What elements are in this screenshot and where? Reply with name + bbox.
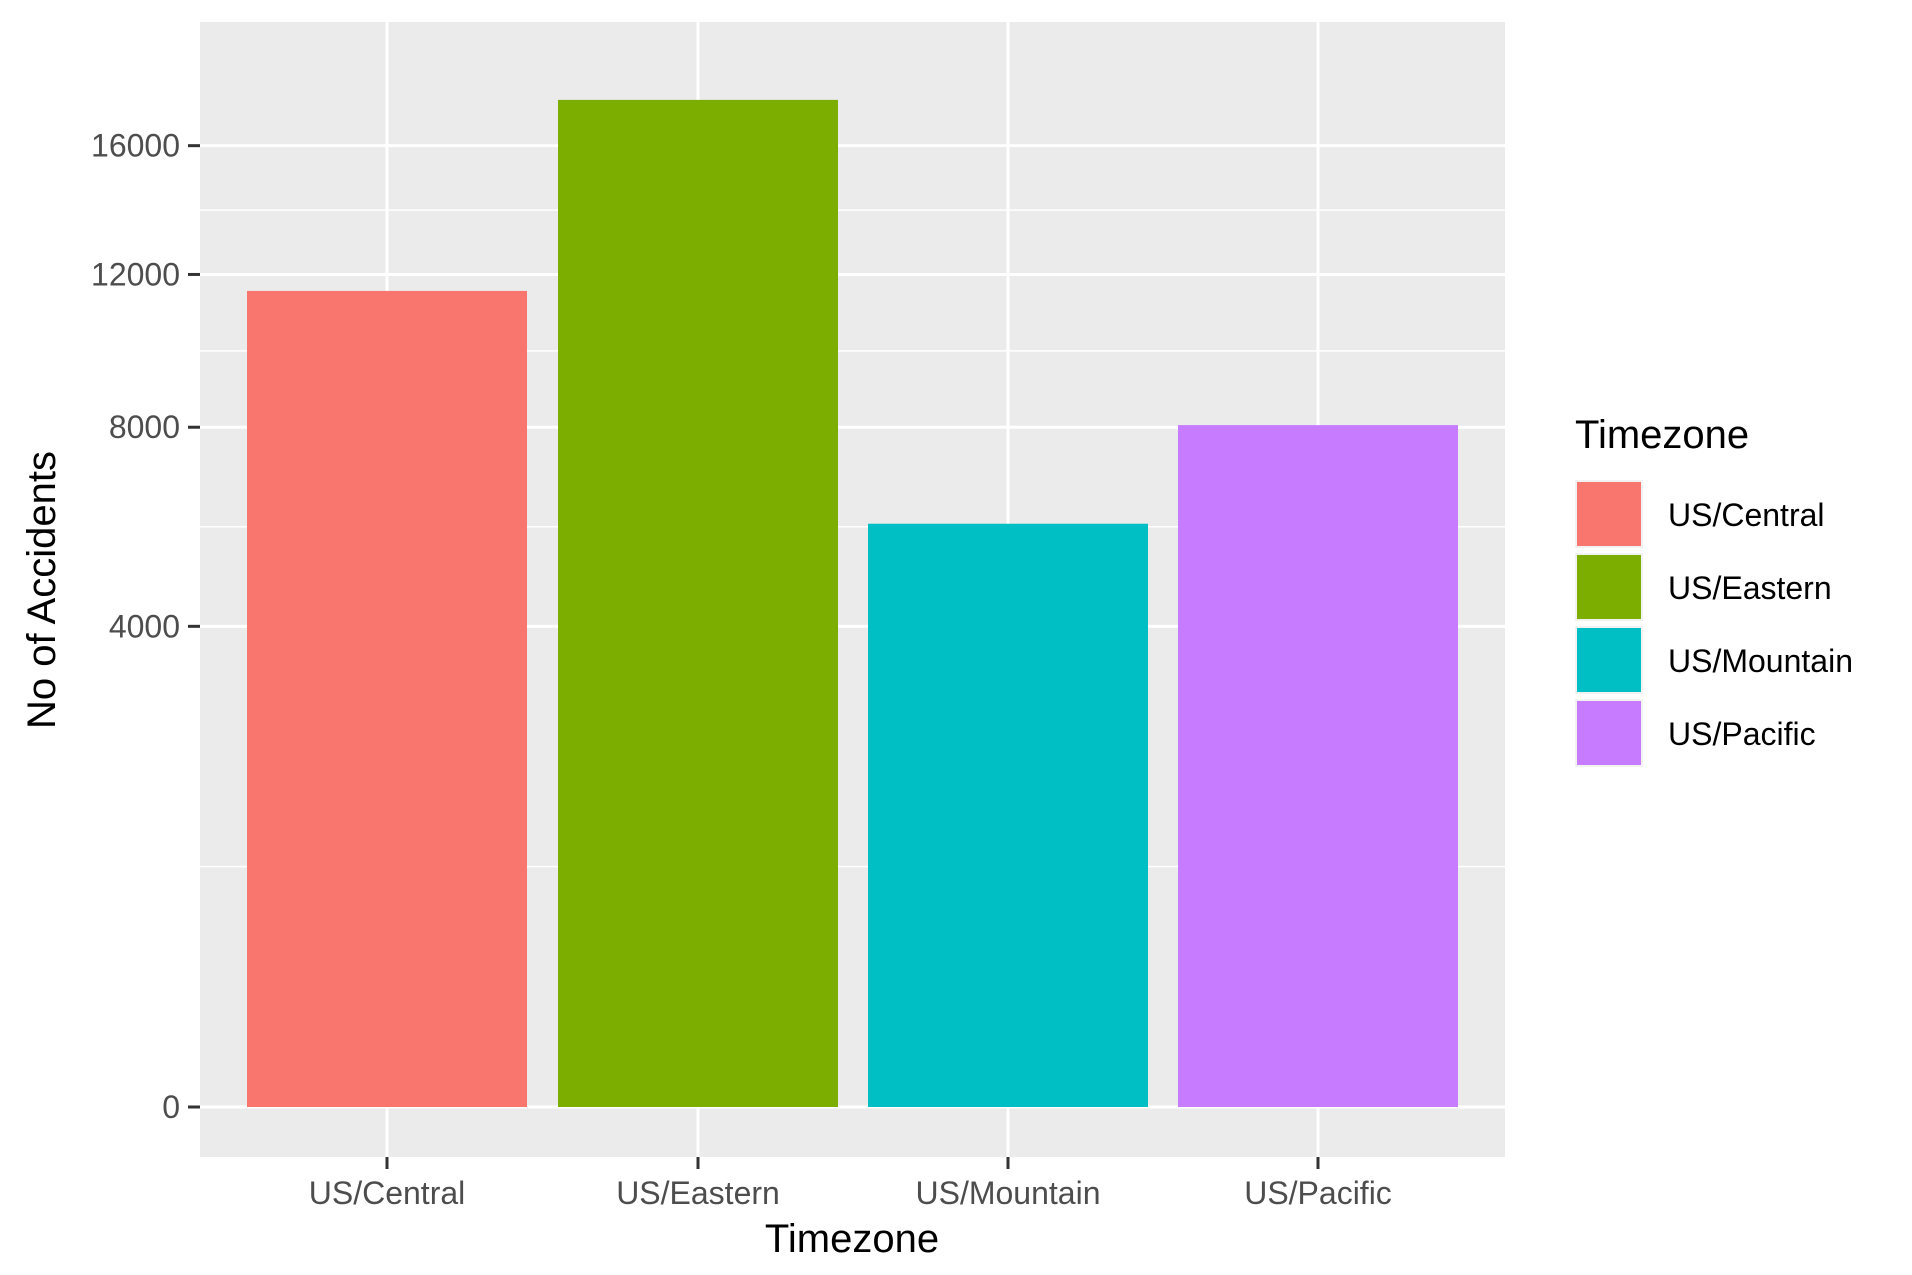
x-tick-label: US/Eastern bbox=[616, 1175, 780, 1211]
y-tick-label: 16000 bbox=[91, 128, 180, 164]
legend-swatch bbox=[1577, 482, 1641, 546]
legend-label: US/Central bbox=[1668, 497, 1825, 533]
legend-title: Timezone bbox=[1575, 413, 1749, 457]
bar-us-central bbox=[247, 290, 527, 1107]
y-tick-label: 12000 bbox=[91, 256, 180, 292]
x-tick-label: US/Pacific bbox=[1244, 1175, 1392, 1211]
legend-swatch bbox=[1577, 701, 1641, 765]
bar-us-mountain bbox=[868, 523, 1148, 1107]
legend-swatch bbox=[1577, 628, 1641, 692]
legend: Timezone US/Central US/Eastern US/Mountain… bbox=[1575, 413, 1853, 767]
y-tick-label: 8000 bbox=[109, 409, 180, 445]
bar-us-eastern bbox=[558, 99, 838, 1107]
y-axis-title: No of Accidents bbox=[20, 451, 64, 729]
y-tick-label: 0 bbox=[162, 1089, 180, 1125]
legend-label: US/Eastern bbox=[1668, 570, 1832, 606]
legend-swatch bbox=[1577, 555, 1641, 619]
y-tick-label: 4000 bbox=[109, 608, 180, 644]
bars bbox=[247, 99, 1458, 1107]
legend-label: US/Mountain bbox=[1668, 643, 1853, 679]
x-tick-label: US/Central bbox=[309, 1175, 466, 1211]
legend-label: US/Pacific bbox=[1668, 716, 1816, 752]
x-axis-title: Timezone bbox=[765, 1217, 939, 1261]
bar-us-pacific bbox=[1178, 425, 1458, 1107]
axes: 0 4000 8000 12000 16000 US/Central US/Eastern U… bbox=[91, 128, 1392, 1211]
x-tick-label: US/Mountain bbox=[916, 1175, 1101, 1211]
